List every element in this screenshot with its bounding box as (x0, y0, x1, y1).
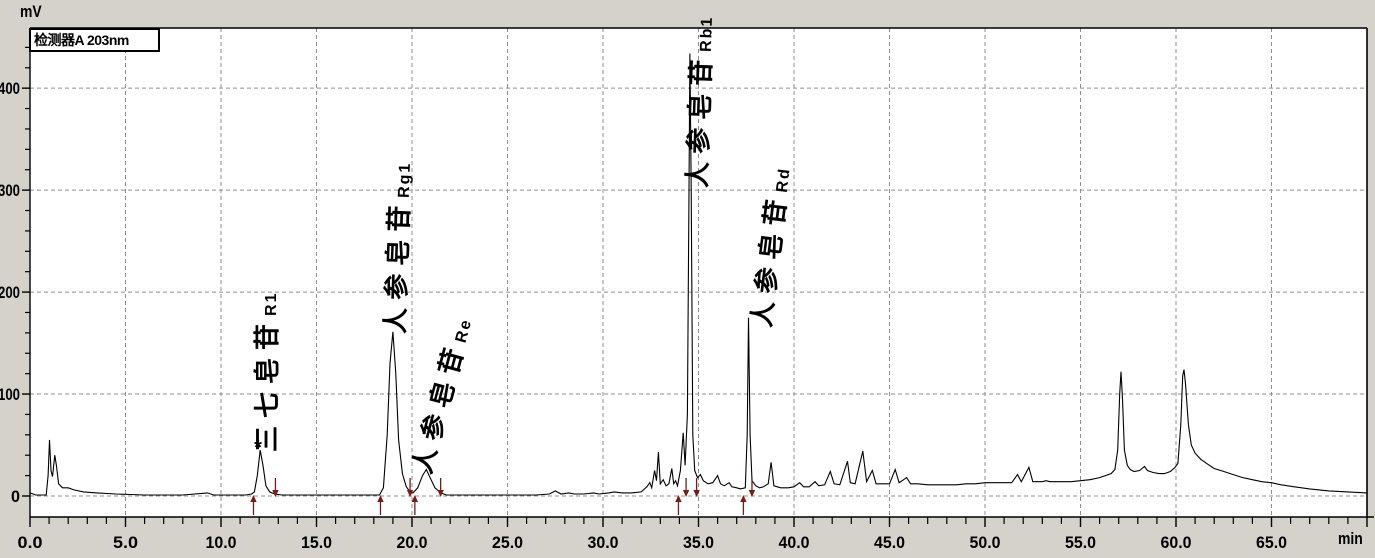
peak-apex-marker: * (254, 437, 262, 459)
x-tick-label: 25.0 (492, 533, 523, 552)
y-tick-label: 0 (11, 487, 20, 506)
detector-channel-text: 检测器A 203nm (34, 32, 129, 48)
x-tick-label: 20.0 (397, 533, 428, 552)
peak-label-cjk: 人参皂苷 (380, 197, 415, 334)
y-tick-label: 300 (0, 181, 20, 200)
integration-down-arrowhead (748, 489, 756, 497)
integration-up-arrowhead (411, 494, 419, 502)
integration-down-arrowhead (272, 489, 279, 497)
integration-up-arrowhead (250, 494, 257, 502)
peak-label-Rg1: 人参皂苷Rg1 (380, 161, 416, 334)
x-tick-label: 40.0 (779, 533, 810, 552)
integration-up-arrowhead (740, 494, 747, 502)
peak-label-R1: 三七皂苷R1 (252, 292, 282, 452)
peak-label-cjk: 人参皂苷 (682, 51, 717, 188)
y-axis-unit-label: mV (20, 2, 42, 21)
x-tick-label: 10.0 (206, 533, 237, 552)
peak-label-latin: Rd (774, 166, 794, 193)
peak-label-Rb1: 人参皂苷Rb1 (682, 15, 718, 188)
y-tick-label: 400 (0, 79, 20, 98)
integration-down-arrowhead (437, 489, 444, 497)
integration-down-arrowhead (682, 489, 690, 497)
integration-up-arrowhead (377, 494, 384, 502)
peak-label-latin: Rg1 (396, 161, 414, 198)
peak-label-latin: R1 (263, 292, 280, 316)
x-tick-label: 30.0 (588, 533, 619, 552)
chromatogram-trace (29, 53, 1368, 496)
x-axis-unit-label: min (1338, 529, 1363, 548)
x-tick-label: 45.0 (874, 533, 905, 552)
integration-down-arrowhead (406, 489, 414, 497)
x-tick-label: 0.0 (18, 533, 43, 552)
detector-channel-label: 检测器A 203nm (29, 28, 160, 52)
x-tick-label: 15.0 (301, 533, 332, 552)
y-tick-label: 100 (0, 385, 20, 404)
peak-label-latin: Rb1 (698, 15, 716, 52)
integration-down-arrowhead (693, 489, 700, 497)
x-tick-label: 50.0 (970, 533, 1001, 552)
integration-up-arrowhead (675, 494, 682, 502)
x-tick-label: 65.0 (1256, 533, 1287, 552)
x-tick-label: 55.0 (1065, 533, 1096, 552)
peak-label-cjk: 三七皂苷 (252, 316, 282, 452)
y-tick-label: 200 (0, 283, 20, 302)
peak-label-latin: Re (453, 317, 476, 345)
x-tick-label: 35.0 (683, 533, 714, 552)
x-tick-label: 60.0 (1161, 533, 1192, 552)
x-tick-label: 5.0 (113, 533, 138, 552)
